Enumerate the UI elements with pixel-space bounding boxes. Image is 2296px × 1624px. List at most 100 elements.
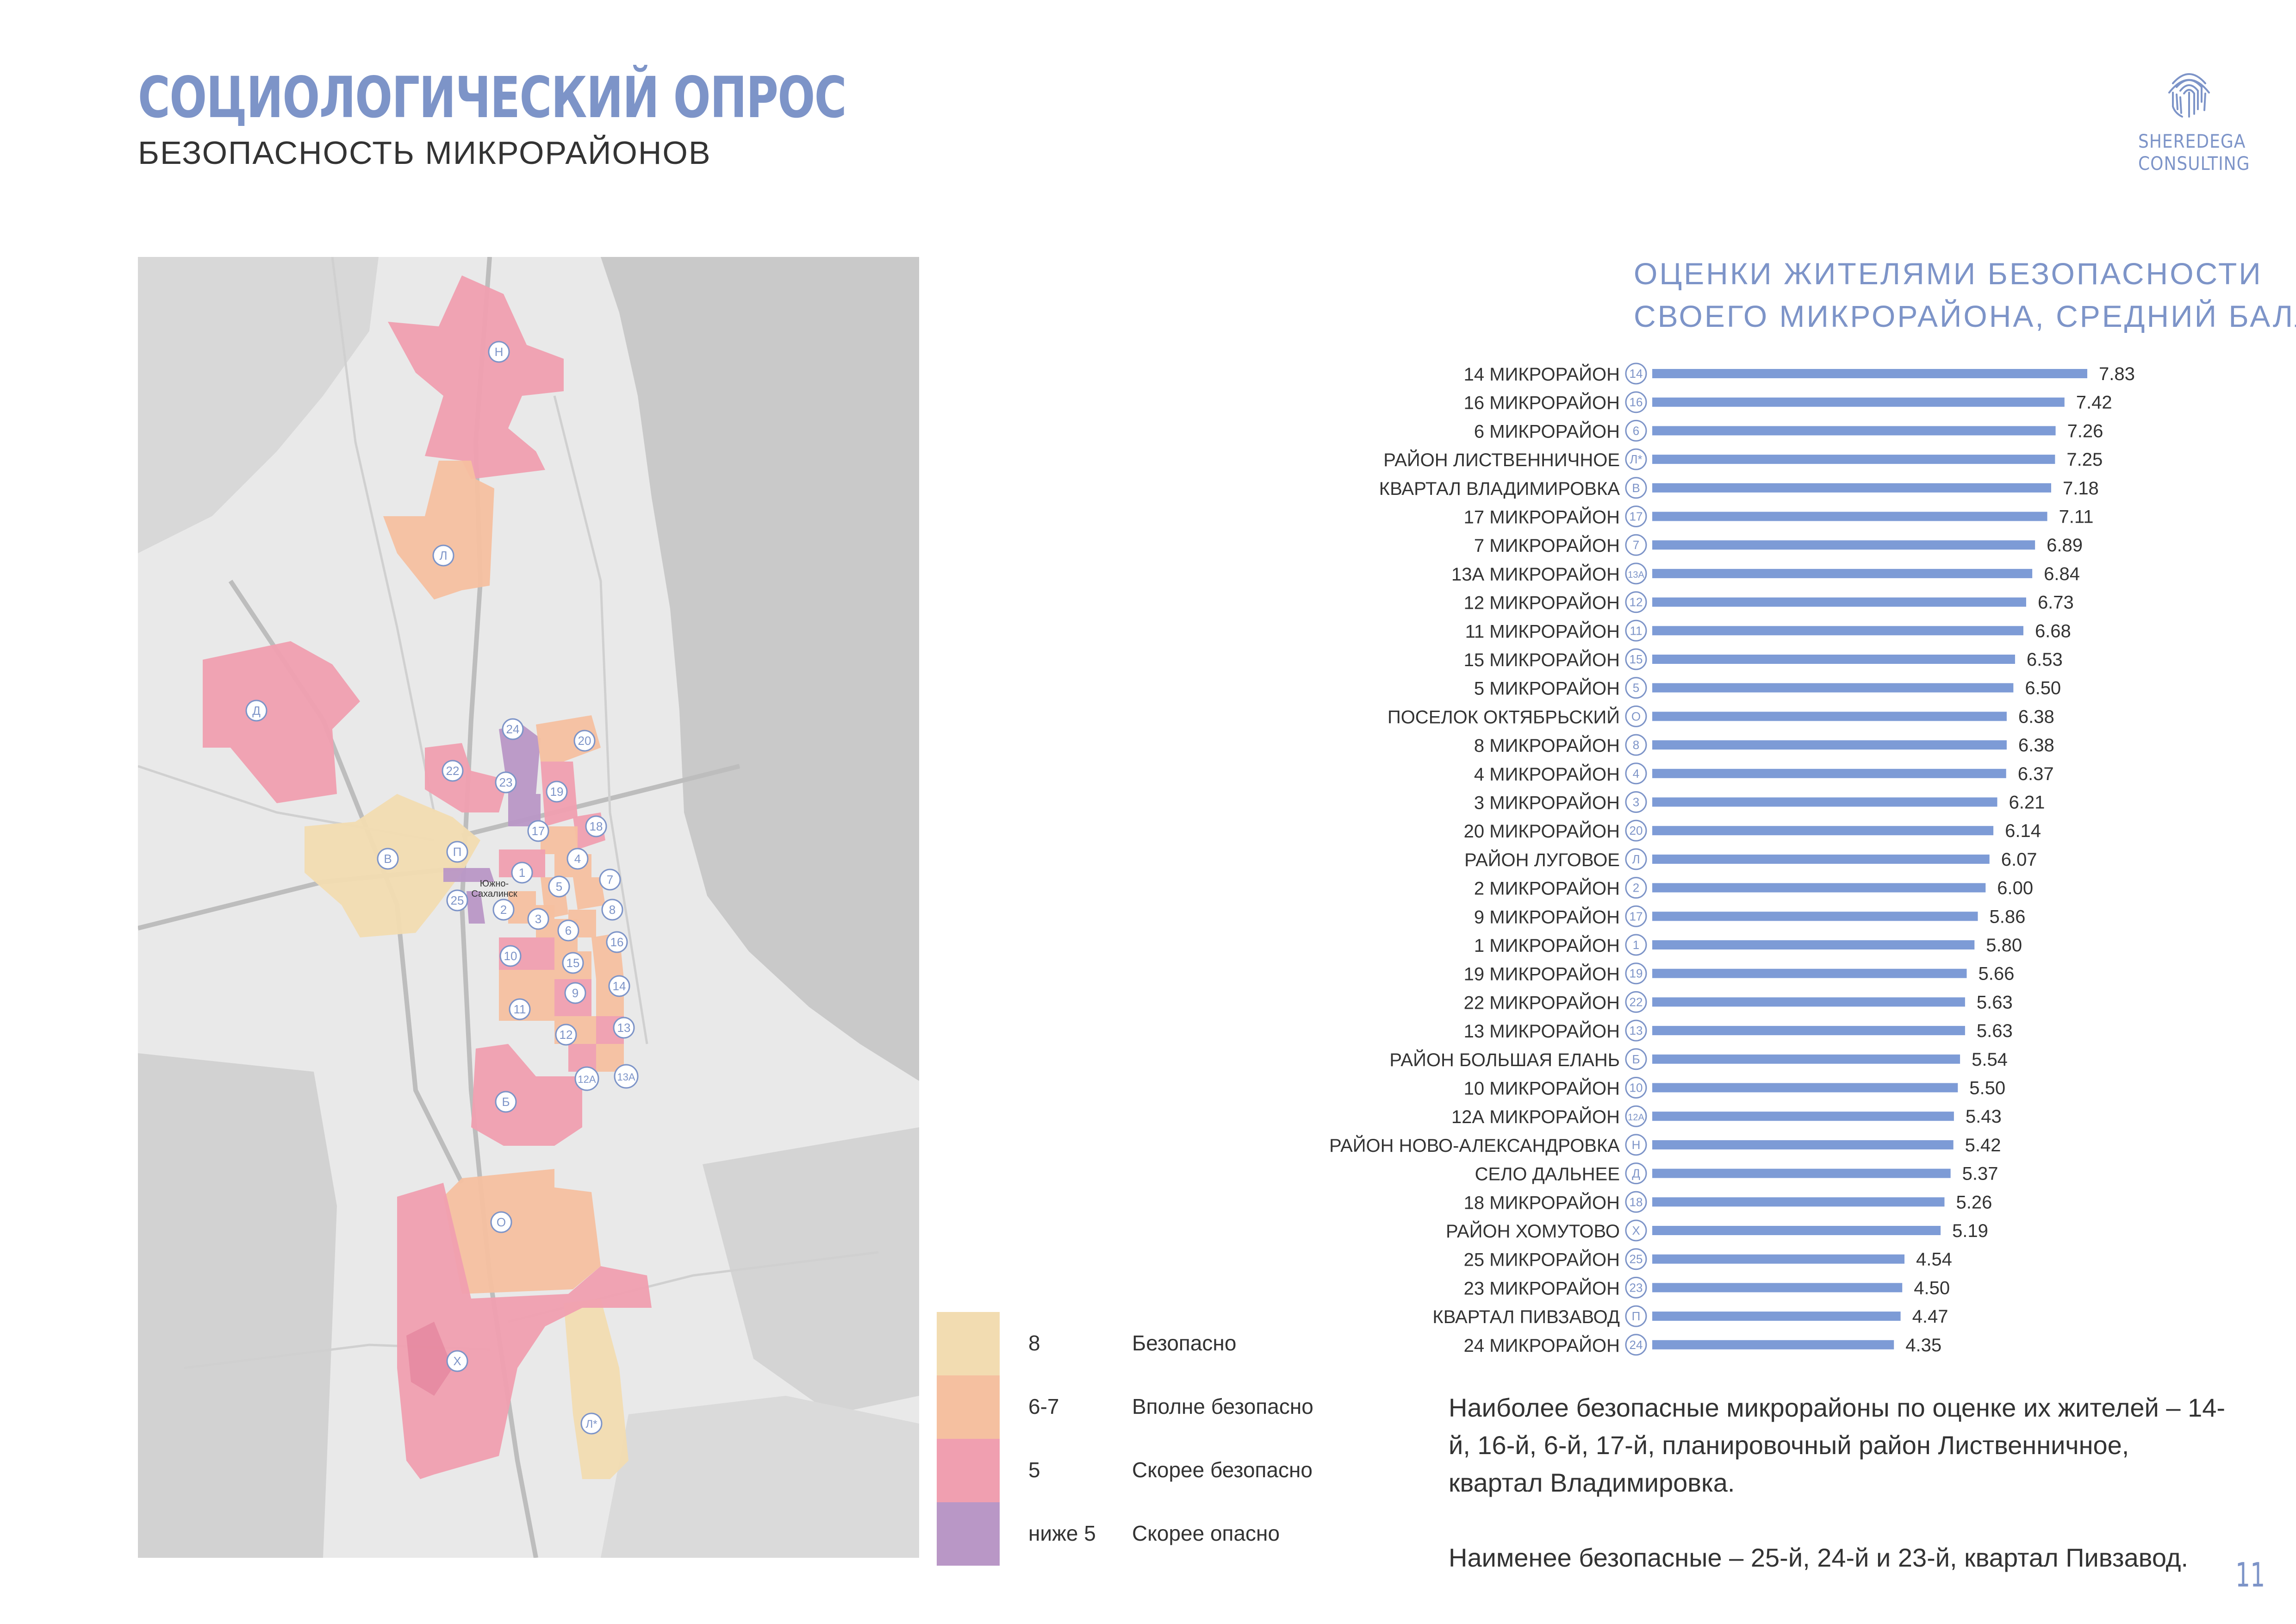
map-marker-12: 12 — [560, 1028, 573, 1042]
chart-row: 24 МИКРОРАЙОН 24 4.35 — [1464, 1334, 1941, 1356]
chart-category-label: КВАРТАЛ ПИВЗАВОД — [1432, 1307, 1620, 1327]
chart-category-label: 4 МИКРОРАЙОН — [1474, 763, 1620, 785]
chart-value-label: 7.18 — [2063, 478, 2099, 499]
map-marker-19: 19 — [550, 785, 564, 799]
chart-code-badge — [1625, 619, 1647, 642]
chart-value-label: 6.38 — [2018, 735, 2054, 756]
chart-code-badge — [1625, 1276, 1647, 1299]
chart-bar — [1652, 397, 2065, 407]
chart-category-label: РАЙОН ЛИСТВЕННИЧНОЕ — [1383, 449, 1620, 470]
chart-value-label: 5.54 — [1972, 1049, 2008, 1070]
chart-row: 13 МИКРОРАЙОН 13 5.63 — [1464, 1019, 2013, 1042]
region-Х[interactable] — [397, 1183, 652, 1479]
chart-value-label: 6.37 — [2018, 764, 2054, 784]
chart-code-label: 16 — [1630, 395, 1643, 409]
chart-title: ОЦЕНКИ ЖИТЕЛЯМИ БЕЗОПАСНОСТИ СВОЕГО МИКР… — [1634, 252, 2296, 337]
map-marker-3: 3 — [535, 912, 541, 926]
chart-row: 1 МИКРОРАЙОН 1 5.80 — [1474, 934, 2022, 956]
region-22[interactable] — [425, 743, 508, 812]
chart-bar — [1652, 1283, 1903, 1293]
region-О[interactable] — [443, 1169, 601, 1294]
chart-row: 9 МИКРОРАЙОН 17 5.86 — [1474, 905, 2025, 927]
chart-code-badge — [1625, 648, 1647, 670]
region-12А[interactable] — [568, 1044, 596, 1072]
legend-swatch-rather-safe — [937, 1439, 1000, 1502]
region-Н[interactable] — [388, 275, 564, 479]
region-Д[interactable] — [203, 641, 360, 803]
chart-bar — [1652, 369, 2087, 378]
chart-code-label: В — [1632, 481, 1640, 495]
chart-code-badge — [1625, 591, 1647, 613]
chart-category-label: КВАРТАЛ ВЛАДИМИРОВКА — [1379, 479, 1620, 499]
map-marker-11: 11 — [514, 1002, 526, 1016]
chart-category-label: 8 МИКРОРАЙОН — [1474, 735, 1620, 756]
legend-value-safe: 8 — [1028, 1331, 1040, 1355]
chart-row: РАЙОН ЛИСТВЕННИЧНОЕ Л* 7.25 — [1383, 448, 2103, 470]
region-Л*[interactable] — [564, 1299, 628, 1479]
chart-code-label: 3 — [1633, 795, 1639, 809]
chart-code-badge — [1625, 1248, 1647, 1270]
chart-bar — [1652, 483, 2051, 493]
chart-bar — [1652, 1140, 1954, 1149]
chart-category-label: 17 МИКРОРАЙОН — [1464, 506, 1620, 528]
chart-value-label: 6.21 — [2009, 793, 2045, 813]
chart-category-label: 23 МИКРОРАЙОН — [1464, 1277, 1620, 1299]
chart-value-label: 5.43 — [1966, 1106, 2002, 1127]
chart-code-label: 2 — [1633, 881, 1639, 895]
chart-code-label: Н — [1632, 1138, 1641, 1152]
region-23[interactable] — [508, 794, 541, 826]
chart-row: 14 МИКРОРАЙОН 14 7.83 — [1464, 362, 2135, 385]
map-marker-Н: Н — [495, 345, 504, 359]
map-marker-В: В — [384, 852, 392, 866]
chart-category-label: 13А МИКРОРАЙОН — [1451, 563, 1620, 585]
chart-code-label: 13А — [1628, 570, 1644, 580]
chart-category-label: 20 МИКРОРАЙОН — [1464, 820, 1620, 842]
chart-bar — [1652, 512, 2047, 521]
chart-value-label: 6.68 — [2035, 621, 2071, 641]
region-7[interactable] — [573, 877, 605, 910]
chart-code-badge — [1625, 391, 1647, 413]
chart-code-badge — [1625, 848, 1647, 870]
region-Л[interactable] — [383, 461, 494, 600]
chart-category-label: 7 МИКРОРАЙОН — [1474, 535, 1620, 556]
chart-value-label: 6.89 — [2047, 535, 2083, 556]
region-Б[interactable] — [471, 1044, 582, 1146]
chart-value-label: 5.42 — [1965, 1135, 2001, 1156]
logo-line-2: CONSULTING — [2138, 153, 2250, 175]
chart-row: 12 МИКРОРАЙОН 12 6.73 — [1464, 591, 2074, 613]
chart-value-label: 6.38 — [2018, 706, 2054, 727]
region-25[interactable] — [467, 891, 485, 924]
chart-code-label: Д — [1632, 1167, 1640, 1181]
chart-value-label: 5.63 — [1977, 992, 2013, 1012]
chart-code-badge — [1625, 1019, 1647, 1042]
chart-bar — [1652, 1112, 1954, 1121]
region-П[interactable] — [443, 868, 494, 882]
map-marker-16: 16 — [610, 935, 624, 949]
chart-row: 2 МИКРОРАЙОН 2 6.00 — [1474, 877, 2033, 899]
chart-code-label: 4 — [1633, 767, 1639, 781]
chart-value-label: 7.26 — [2067, 421, 2103, 441]
chart-row: 4 МИКРОРАЙОН 4 6.37 — [1474, 762, 2054, 785]
chart-category-label: 3 МИКРОРАЙОН — [1474, 792, 1620, 813]
chart-category-label: 15 МИКРОРАЙОН — [1464, 649, 1620, 670]
chart-value-label: 5.19 — [1952, 1221, 1988, 1241]
summary-least-safe: Наименее безопасные – 25-й, 24-й и 23-й,… — [1449, 1543, 2188, 1572]
chart-bar — [1652, 912, 1978, 921]
chart-category-label: 5 МИКРОРАЙОН — [1474, 678, 1620, 699]
region-17[interactable] — [541, 826, 578, 854]
chart-row: СЕЛО ДАЛЬНЕЕ Д 5.37 — [1475, 1162, 1998, 1185]
chart-category-label: ПОСЕЛОК ОКТЯБРЬСКИЙ — [1388, 706, 1620, 727]
map-marker-5: 5 — [556, 880, 562, 893]
chart-row: РАЙОН ЛУГОВОЕ Л 6.07 — [1464, 848, 2037, 870]
summary-spacer — [1449, 1501, 2226, 1539]
chart-bar — [1652, 1312, 1901, 1321]
chart-category-label: 12А МИКРОРАЙОН — [1451, 1106, 1620, 1127]
chart-code-label: 22 — [1630, 995, 1643, 1009]
chart-row: 17 МИКРОРАЙОН 17 7.11 — [1464, 506, 2093, 528]
chart-code-badge — [1625, 448, 1647, 470]
district-safety-map: Н Л Д 22 24 20 23 19 В 18 17 П 4 1 5 7 2… — [138, 257, 919, 1558]
chart-row: 3 МИКРОРАЙОН 3 6.21 — [1474, 791, 2045, 813]
region-13А[interactable] — [596, 1044, 624, 1072]
chart-value-label: 6.14 — [2005, 821, 2041, 841]
chart-category-label: 2 МИКРОРАЙОН — [1474, 878, 1620, 899]
